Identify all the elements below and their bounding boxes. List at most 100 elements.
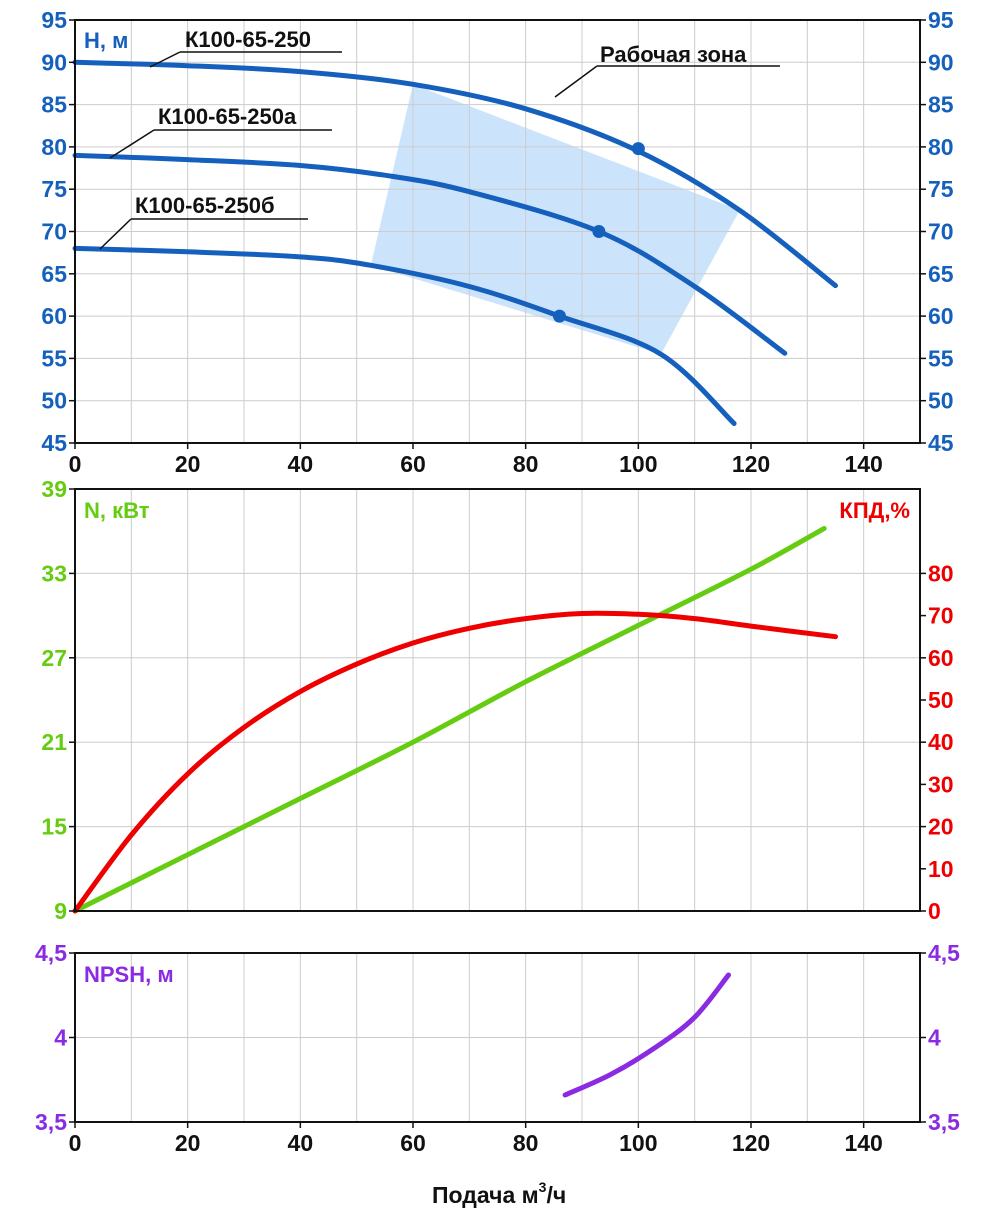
efficiency-right-ticklabel-10: 10 [928, 856, 954, 882]
head-left-ticklabel-70: 70 [41, 219, 67, 245]
npsh-x-ticklabel-20: 20 [175, 1130, 201, 1156]
npsh-x-ticks: 0 20 40 60 80 100 120 140 [69, 1122, 883, 1156]
efficiency-curve [72, 610, 838, 914]
head-panel: 95 90 85 80 75 70 65 60 55 50 45 95 90 85 80 75 70 65 60 5… [41, 7, 953, 477]
head-x-ticklabel-120: 120 [732, 451, 770, 477]
efficiency-right-ticklabel-70: 70 [928, 603, 954, 629]
npsh-y-ticks-left: 4,5 4 3,5 [35, 940, 75, 1135]
head-y-ticks-right: 95 90 85 80 75 70 65 60 55 50 45 [920, 7, 954, 456]
npsh-axis-title: NPSH, м [84, 962, 174, 987]
power-left-ticklabel-33: 33 [41, 560, 67, 586]
x-axis-title-sup: 3 [539, 1179, 547, 1195]
head-left-ticklabel-50: 50 [41, 388, 67, 414]
head-right-ticklabel-75: 75 [928, 176, 954, 202]
head-curve-2 [72, 245, 737, 426]
efficiency-y-ticks-right: 80 70 60 50 40 30 20 10 0 [920, 560, 954, 924]
npsh-right-ticklabel-4: 4 [928, 1025, 941, 1051]
head-curve-0 [72, 59, 838, 289]
head-grid [75, 20, 920, 443]
efficiency-right-ticklabel-30: 30 [928, 771, 954, 797]
npsh-curves [562, 972, 731, 1098]
power-left-ticklabel-21: 21 [41, 729, 67, 755]
efficiency-right-ticklabel-60: 60 [928, 645, 954, 671]
head-right-ticklabel-55: 55 [928, 345, 954, 371]
head-x-ticklabel-80: 80 [513, 451, 539, 477]
npsh-x-ticklabel-120: 120 [732, 1130, 770, 1156]
npsh-panel: 4,5 4 3,5 4,5 4 3,5 0 20 40 60 80 100 120 140 NPSH,… [35, 940, 960, 1156]
efficiency-right-ticklabel-50: 50 [928, 687, 954, 713]
power-curve [72, 525, 827, 914]
x-axis-title-end: /ч [546, 1182, 566, 1208]
power-grid [75, 489, 920, 911]
head-right-ticklabel-90: 90 [928, 49, 954, 75]
power-y-ticks-left: 39 33 27 21 15 9 [41, 476, 75, 924]
head-left-ticklabel-65: 65 [41, 261, 67, 287]
power-left-ticklabel-27: 27 [41, 645, 67, 671]
npsh-left-ticklabel-4: 4 [54, 1025, 67, 1051]
leader-line-250 [149, 51, 181, 68]
head-left-ticklabel-55: 55 [41, 345, 67, 371]
head-right-ticklabel-65: 65 [928, 261, 954, 287]
power-left-ticklabel-9: 9 [54, 898, 67, 924]
npsh-x-ticklabel-140: 140 [844, 1130, 882, 1156]
power-efficiency-panel: 39 33 27 21 15 9 80 70 60 50 40 30 20 10 0 N, кВт КПД… [41, 476, 953, 924]
work-zone-label: Рабочая зона [600, 42, 747, 67]
head-right-ticklabel-45: 45 [928, 430, 954, 456]
npsh-left-ticklabel-4,5: 4,5 [35, 940, 67, 966]
npsh-x-ticklabel-60: 60 [400, 1130, 426, 1156]
npsh-left-ticklabel-3,5: 3,5 [35, 1109, 67, 1135]
head-right-ticklabel-50: 50 [928, 388, 954, 414]
head-right-ticklabel-80: 80 [928, 134, 954, 160]
head-x-ticks: 0 20 40 60 80 100 120 140 [69, 443, 883, 477]
efficiency-right-ticklabel-40: 40 [928, 729, 954, 755]
head-marker-2 [552, 309, 566, 323]
series-label-250a: К100-65-250а [158, 104, 297, 129]
power-axis-title: N, кВт [84, 498, 150, 523]
head-y-ticks-left: 95 90 85 80 75 70 65 60 55 50 45 [41, 7, 75, 456]
npsh-grid [75, 953, 920, 1122]
npsh-x-ticklabel-80: 80 [513, 1130, 539, 1156]
head-left-ticklabel-75: 75 [41, 176, 67, 202]
head-left-ticklabel-80: 80 [41, 134, 67, 160]
series-label-250: К100-65-250 [185, 27, 311, 52]
head-curve-1 [72, 152, 788, 356]
leader-line-zone [554, 65, 598, 98]
x-axis-title-main: Подача м [432, 1182, 539, 1208]
head-right-ticklabel-95: 95 [928, 7, 954, 33]
series-label-250b: К100-65-250б [135, 193, 275, 218]
power-left-ticklabel-39: 39 [41, 476, 67, 502]
head-left-ticklabel-45: 45 [41, 430, 67, 456]
head-left-ticklabel-90: 90 [41, 49, 67, 75]
head-axis-title: H, м [84, 28, 128, 53]
head-x-ticklabel-0: 0 [69, 451, 82, 477]
head-left-ticklabel-60: 60 [41, 303, 67, 329]
head-left-ticklabel-95: 95 [41, 7, 67, 33]
npsh-x-ticklabel-0: 0 [69, 1130, 82, 1156]
npsh-right-ticklabel-3,5: 3,5 [928, 1109, 960, 1135]
npsh-x-ticklabel-40: 40 [288, 1130, 314, 1156]
npsh-curve-0 [562, 972, 731, 1098]
efficiency-right-ticklabel-20: 20 [928, 814, 954, 840]
head-x-ticklabel-20: 20 [175, 451, 201, 477]
leader-line-250b [99, 218, 132, 250]
efficiency-right-ticklabel-80: 80 [928, 560, 954, 586]
head-x-ticklabel-60: 60 [400, 451, 426, 477]
head-right-ticklabel-70: 70 [928, 219, 954, 245]
efficiency-axis-title: КПД,% [839, 498, 910, 523]
head-x-ticklabel-100: 100 [619, 451, 657, 477]
head-x-ticklabel-140: 140 [844, 451, 882, 477]
leader-line-250a [109, 129, 155, 159]
power-efficiency-curves [72, 525, 838, 914]
npsh-right-ticklabel-4,5: 4,5 [928, 940, 960, 966]
head-marker-0 [631, 142, 645, 156]
x-axis-title: Подача м3/ч [432, 1179, 566, 1208]
efficiency-right-ticklabel-0: 0 [928, 898, 941, 924]
head-right-ticklabel-85: 85 [928, 92, 954, 118]
head-marker-1 [592, 225, 606, 238]
power-left-ticklabel-15: 15 [41, 814, 67, 840]
head-right-ticklabel-60: 60 [928, 303, 954, 329]
head-left-ticklabel-85: 85 [41, 92, 67, 118]
head-x-ticklabel-40: 40 [288, 451, 314, 477]
head-curves [72, 59, 838, 426]
